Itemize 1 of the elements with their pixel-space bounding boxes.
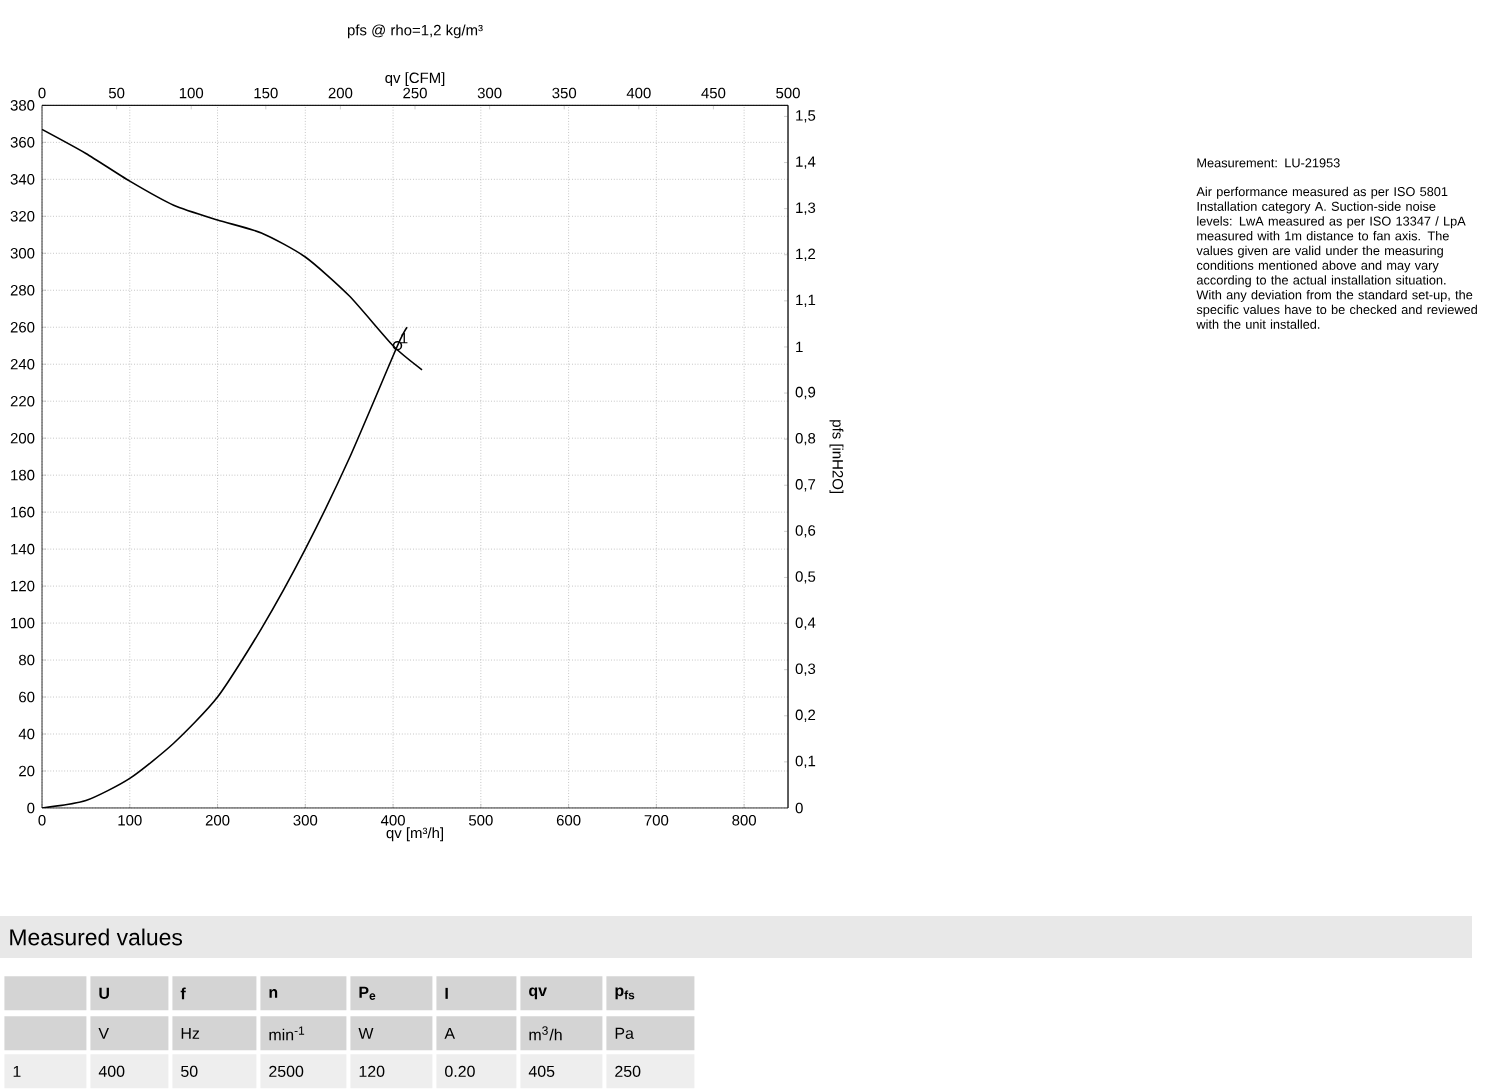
- text: Measured values: [10, 928, 183, 946]
